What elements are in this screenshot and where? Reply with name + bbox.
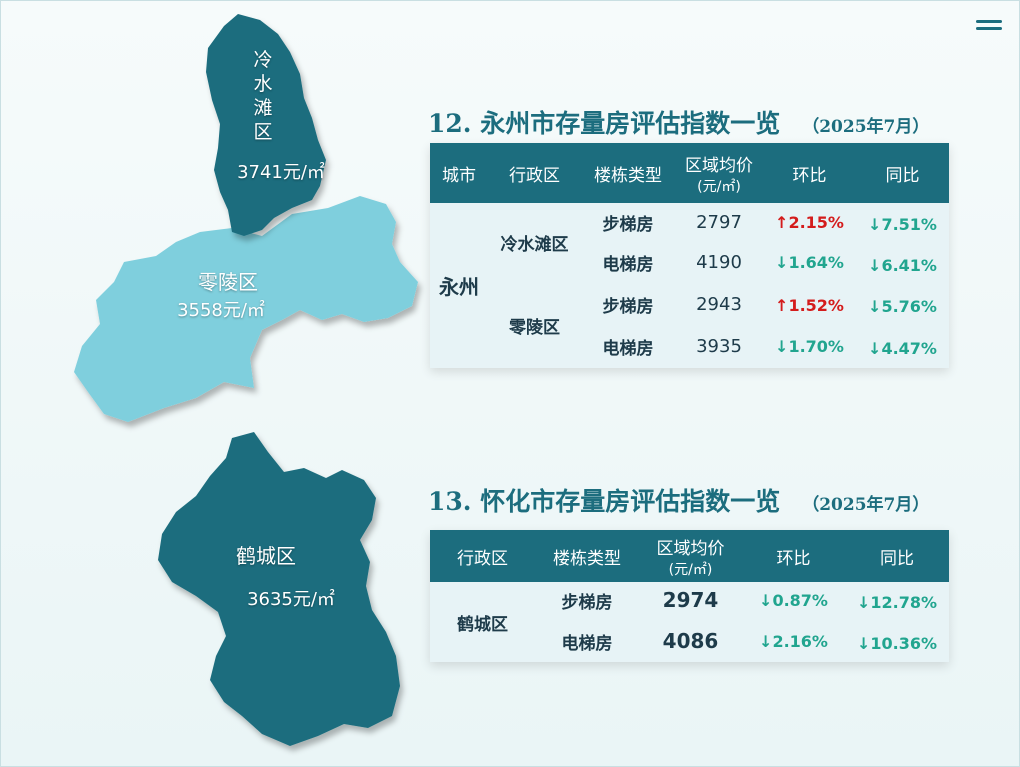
table-row-1-type: 步梯房 [561,592,613,613]
lengshuitan-char: 区 [253,121,273,143]
header-district: 行政区 [509,165,560,186]
table-row-1-mom: ↓0.87% [759,590,828,610]
header-avg-price-unit: (元/㎡) [697,178,741,195]
table-row-4-price: 3935 [696,335,742,357]
huaihua-section-title: 13. 怀化市存量房评估指数一览 （2025年7月） [428,482,929,518]
district-cell-lengshuitan: 冷水滩区 [500,234,569,255]
lengshuitan-map-price: 3741元/㎡ [237,162,325,183]
district-cell-lingling: 零陵区 [509,317,560,338]
header-avg-price-label: 区域均价 [656,538,725,559]
city-cell: 永州 [439,275,479,299]
table-row-3-mom: ↑1.52% [775,295,844,315]
table-row-2-type: 电梯房 [602,254,654,275]
huaihua-title-text: 13. 怀化市存量房评估指数一览 [428,487,781,516]
yongzhou-title-date: （2025年7月） [802,117,930,137]
header-building-type: 楼栋类型 [553,548,621,569]
table-row-1-type: 步梯房 [602,214,654,235]
lingling-region-shape[interactable] [74,196,418,422]
lengshuitan-map-label: 冷 水 滩 区 [248,48,278,144]
table-row-2-price: 4190 [696,251,742,273]
table-header: 城市 行政区 楼栋类型 区域均价 (元/㎡) 环比 同比 [430,143,949,203]
header-avg-price-unit: (元/㎡) [668,561,713,578]
table-row-1-yoy: ↓12.78% [856,592,938,612]
table-row-4-type: 电梯房 [602,338,654,359]
yongzhou-index-table: 城市 行政区 楼栋类型 区域均价 (元/㎡) 环比 同比 永州 冷水滩区 零陵区… [430,143,949,368]
table-row-3-type: 步梯房 [602,296,654,317]
header-city: 城市 [442,165,476,186]
header-avg-price: 区域均价 (元/㎡) [675,143,763,203]
lengshuitan-char: 冷 [253,49,273,71]
header-yoy: 同比 [880,548,914,569]
district-cell-hecheng: 鹤城区 [457,614,508,635]
huaihua-title-date: （2025年7月） [802,495,930,515]
header-mom: 环比 [792,165,827,186]
table-row-1-price: 2974 [662,588,719,612]
table-row-4-yoy: ↓4.47% [868,338,937,358]
yongzhou-section-title: 12. 永州市存量房评估指数一览 （2025年7月） [428,104,929,140]
table-row-3-yoy: ↓5.76% [868,296,937,316]
hecheng-region-shape[interactable] [158,432,400,746]
table-row-2-mom: ↓2.16% [759,631,828,651]
hamburger-menu-icon[interactable] [976,18,1002,34]
table-row-2-mom: ↓1.64% [775,252,844,272]
huaihua-index-table: 行政区 楼栋类型 区域均价 (元/㎡) 环比 同比 鹤城区 步梯房 2974 ↓… [430,530,949,662]
header-mom: 环比 [776,548,811,569]
table-row-2-price: 4086 [662,629,719,653]
lengshuitan-char: 水 [253,73,273,95]
table-row-2-yoy: ↓10.36% [856,633,938,653]
table-row-2-type: 电梯房 [561,633,613,654]
hecheng-map-price: 3635元/㎡ [247,589,335,610]
header-avg-price: 区域均价 (元/㎡) [639,530,742,582]
lengshuitan-char: 滩 [253,97,273,119]
lingling-map-price: 3558元/㎡ [177,300,265,321]
hecheng-map-label: 鹤城区 [236,544,296,568]
table-row-2-yoy: ↓6.41% [868,255,937,275]
table-row-1-price: 2797 [696,211,742,233]
table-row-1-yoy: ↓7.51% [868,214,937,234]
header-district: 行政区 [457,548,508,569]
header-avg-price-label: 区域均价 [685,155,753,176]
table-row-4-mom: ↓1.70% [775,336,844,356]
yongzhou-title-text: 12. 永州市存量房评估指数一览 [428,109,781,138]
lingling-map-label: 零陵区 [198,270,258,294]
table-row-3-price: 2943 [696,293,742,315]
header-yoy: 同比 [885,165,920,186]
table-row-1-mom: ↑2.15% [775,212,844,232]
menu-line [976,27,1002,30]
header-building-type: 楼栋类型 [594,165,662,186]
menu-line [976,20,1002,23]
lengshuitan-region-shape[interactable] [206,14,326,236]
table-header: 行政区 楼栋类型 区域均价 (元/㎡) 环比 同比 [430,530,949,582]
